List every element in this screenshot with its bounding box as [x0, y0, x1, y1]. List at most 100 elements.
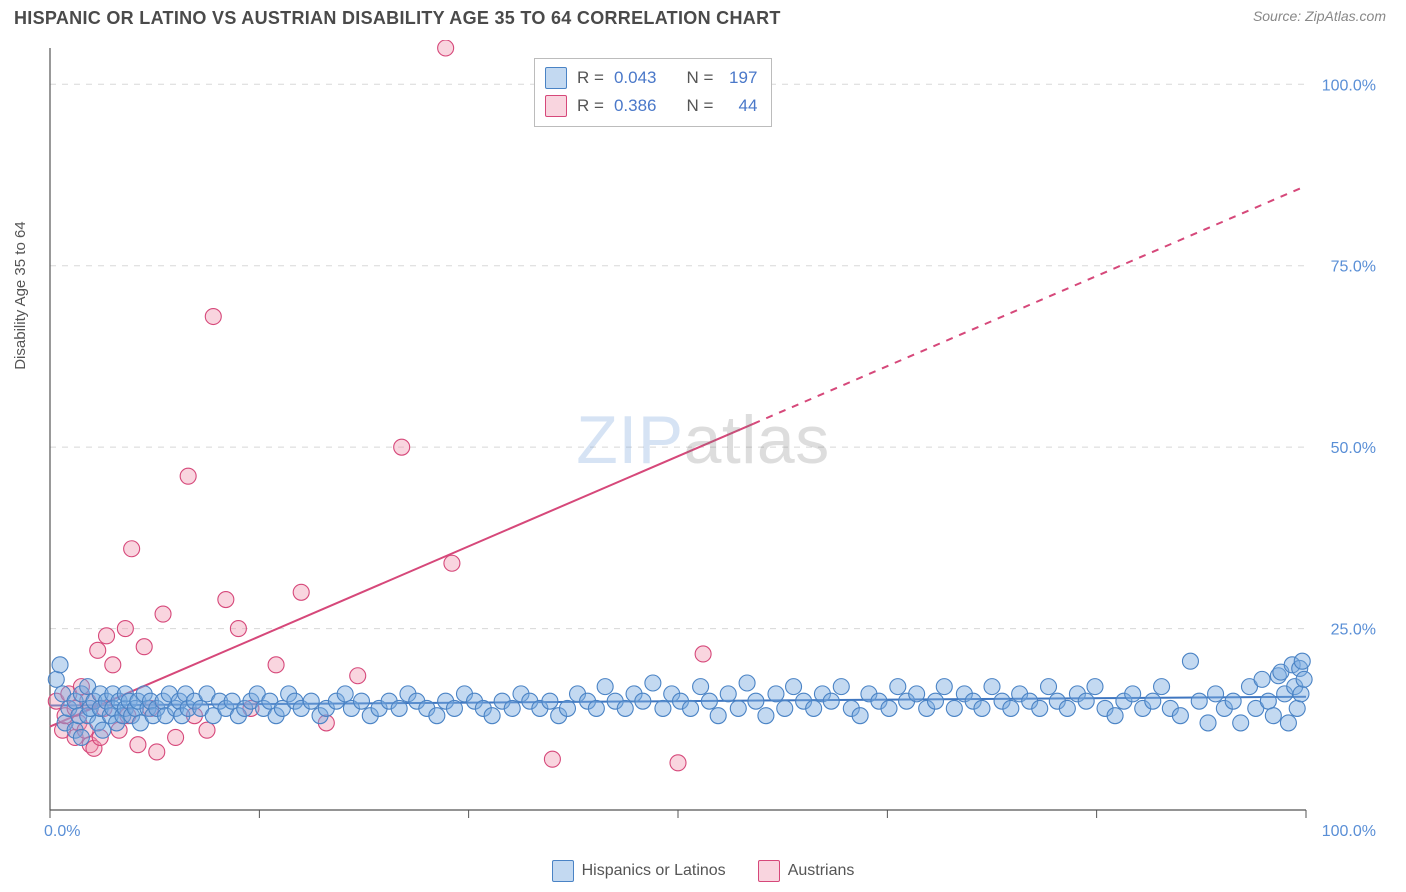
r-value: 0.386	[614, 96, 657, 116]
data-point	[429, 708, 445, 724]
data-point	[1254, 671, 1270, 687]
data-point	[852, 708, 868, 724]
data-point	[710, 708, 726, 724]
data-point	[124, 541, 140, 557]
data-point	[542, 693, 558, 709]
data-point	[806, 700, 822, 716]
data-point	[52, 657, 68, 673]
legend-label: Hispanics or Latinos	[582, 862, 726, 880]
data-point	[617, 700, 633, 716]
legend-swatch	[758, 860, 780, 882]
legend-item: Austrians	[758, 860, 855, 882]
data-point	[768, 686, 784, 702]
data-point	[484, 708, 500, 724]
data-point	[1145, 693, 1161, 709]
data-point	[1154, 679, 1170, 695]
data-point	[48, 671, 64, 687]
data-point	[230, 621, 246, 637]
data-point	[199, 722, 215, 738]
chart-area: Disability Age 35 to 64 25.0%50.0%75.0%1…	[14, 40, 1392, 848]
data-point	[655, 700, 671, 716]
data-point	[504, 700, 520, 716]
data-point	[218, 592, 234, 608]
data-point	[936, 679, 952, 695]
legend-item: Hispanics or Latinos	[552, 860, 726, 882]
chart-header: HISPANIC OR LATINO VS AUSTRIAN DISABILIT…	[0, 0, 1406, 33]
data-point	[180, 468, 196, 484]
data-point	[1191, 693, 1207, 709]
data-point	[130, 737, 146, 753]
data-point	[90, 642, 106, 658]
data-point	[544, 751, 560, 767]
data-point	[149, 744, 165, 760]
data-point	[353, 693, 369, 709]
data-point	[1296, 671, 1312, 687]
data-point	[777, 700, 793, 716]
data-point	[444, 555, 460, 571]
data-point	[1059, 700, 1075, 716]
data-point	[597, 679, 613, 695]
data-point	[1260, 693, 1276, 709]
chart-title: HISPANIC OR LATINO VS AUSTRIAN DISABILIT…	[14, 8, 781, 29]
data-point	[99, 628, 115, 644]
x-max-label: 100.0%	[1322, 823, 1376, 840]
n-value: 44	[723, 96, 757, 116]
data-point	[1294, 653, 1310, 669]
data-point	[909, 686, 925, 702]
data-point	[337, 686, 353, 702]
data-point	[823, 693, 839, 709]
data-point	[1280, 715, 1296, 731]
data-point	[881, 700, 897, 716]
data-point	[1293, 686, 1309, 702]
data-point	[1125, 686, 1141, 702]
data-point	[927, 693, 943, 709]
data-point	[1225, 693, 1241, 709]
data-point	[1087, 679, 1103, 695]
series-swatch	[545, 95, 567, 117]
data-point	[701, 693, 717, 709]
data-point	[695, 646, 711, 662]
y-tick-label: 25.0%	[1331, 622, 1376, 639]
scatter-chart: 25.0%50.0%75.0%100.0%0.0%100.0%	[14, 40, 1392, 848]
data-point	[1003, 700, 1019, 716]
y-tick-label: 50.0%	[1331, 440, 1376, 457]
data-point	[1032, 700, 1048, 716]
data-point	[438, 40, 454, 56]
data-point	[268, 657, 284, 673]
data-point	[645, 675, 661, 691]
n-label: N =	[686, 68, 713, 88]
data-point	[136, 639, 152, 655]
data-point	[105, 657, 121, 673]
x-min-label: 0.0%	[44, 823, 80, 840]
data-point	[1233, 715, 1249, 731]
data-point	[293, 584, 309, 600]
data-point	[720, 686, 736, 702]
data-point	[303, 693, 319, 709]
data-point	[155, 606, 171, 622]
data-point	[205, 309, 221, 325]
data-point	[168, 729, 184, 745]
data-point	[758, 708, 774, 724]
data-point	[1172, 708, 1188, 724]
n-value: 197	[723, 68, 757, 88]
data-point	[730, 700, 746, 716]
r-label: R =	[577, 96, 604, 116]
data-point	[559, 700, 575, 716]
data-point	[974, 700, 990, 716]
data-point	[683, 700, 699, 716]
n-label: N =	[686, 96, 713, 116]
data-point	[786, 679, 802, 695]
data-point	[391, 700, 407, 716]
data-point	[1289, 700, 1305, 716]
r-label: R =	[577, 68, 604, 88]
data-point	[73, 729, 89, 745]
data-point	[350, 668, 366, 684]
legend-label: Austrians	[788, 862, 855, 880]
data-point	[1041, 679, 1057, 695]
data-point	[833, 679, 849, 695]
chart-source: Source: ZipAtlas.com	[1253, 8, 1386, 24]
data-point	[588, 700, 604, 716]
legend-swatch	[552, 860, 574, 882]
y-tick-label: 75.0%	[1331, 259, 1376, 276]
data-point	[117, 621, 133, 637]
